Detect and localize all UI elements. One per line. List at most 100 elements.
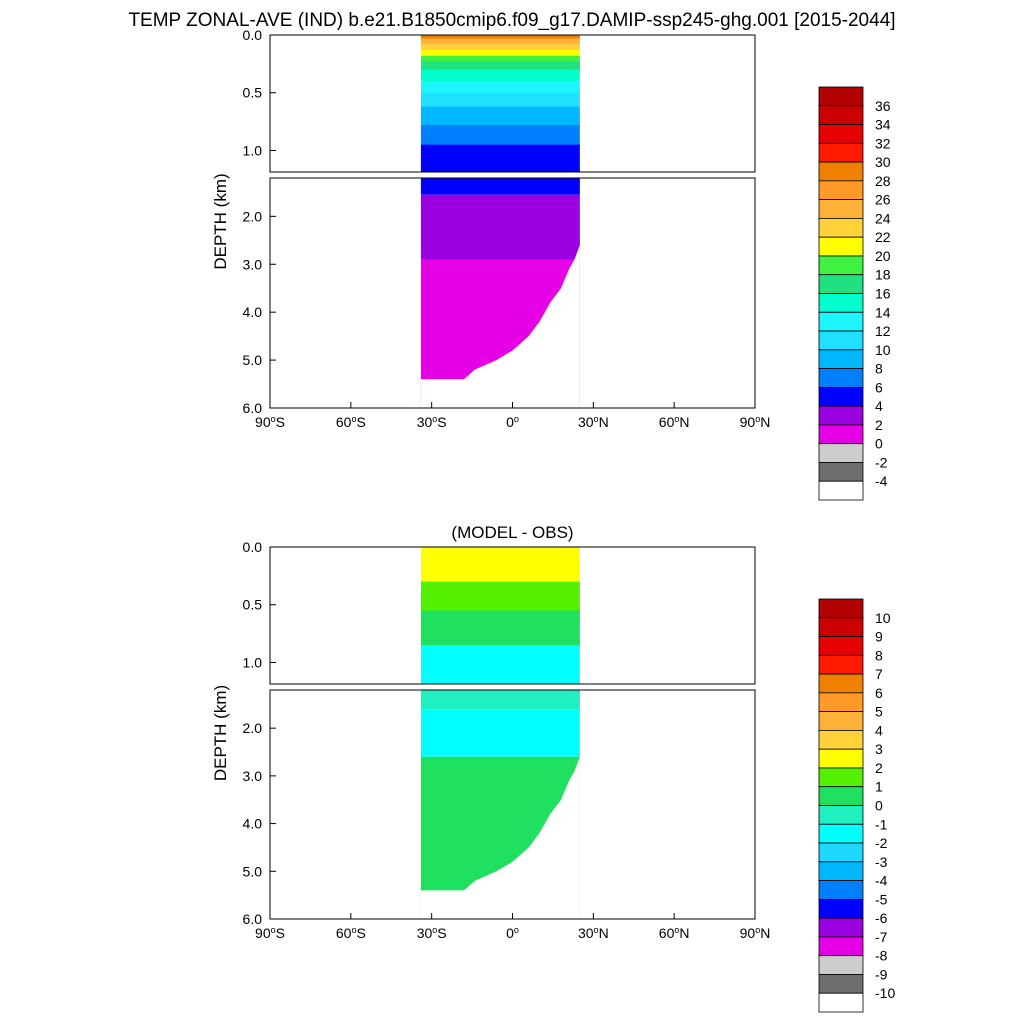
y-tick-label: 3.0 [243, 768, 263, 784]
field-band [420, 547, 580, 583]
colorbar-label: 4 [875, 722, 883, 738]
x-tick-label: 60oN [659, 414, 690, 430]
field-band [420, 69, 580, 82]
y-tick-label: 5.0 [243, 352, 263, 368]
x-tick-label: 30oS [417, 925, 447, 941]
field-band [420, 92, 580, 108]
upper-frame [269, 34, 756, 173]
y-tick-label: 0.5 [243, 85, 263, 101]
colorbar-swatch [818, 598, 864, 619]
colorbar-label: 20 [875, 248, 891, 264]
colorbar-swatch [818, 730, 864, 750]
colorbar-label: -4 [875, 873, 888, 889]
colorbar-swatch [818, 274, 864, 294]
field-band [420, 35, 580, 39]
colorbar-label: -1 [875, 816, 888, 832]
colorbar-swatch [818, 692, 864, 713]
colorbar-label: 2 [875, 760, 883, 776]
colorbar-swatch [818, 124, 864, 144]
colorbar-label: 8 [875, 647, 883, 663]
colorbar-swatch [818, 617, 864, 637]
colorbar-label: -9 [875, 966, 888, 982]
colorbar-label: 3 [875, 741, 883, 757]
colorbar-label: 16 [875, 286, 891, 302]
colorbar-label: 8 [875, 361, 883, 377]
colorbar-swatch [818, 293, 864, 313]
colorbar-swatch [818, 142, 864, 163]
colorbar-swatch [818, 462, 864, 482]
colorbar-label: 4 [875, 398, 883, 414]
colorbar-swatch [818, 480, 864, 501]
colorbar-label: 24 [875, 210, 891, 226]
colorbar-swatch [818, 386, 864, 407]
x-tick-label: 90oS [255, 414, 285, 430]
colorbar-swatch [818, 443, 864, 463]
colorbar-label: 26 [875, 192, 891, 208]
colorbar-swatch [818, 898, 864, 919]
colorbar-label: 0 [875, 436, 883, 452]
y-tick-label: 3.0 [243, 256, 263, 272]
colorbar-label: 7 [875, 666, 883, 682]
y-tick-label: 2.0 [243, 208, 263, 224]
x-tick-label: 0o [506, 414, 519, 430]
field-band [420, 194, 580, 260]
colorbar-label: 18 [875, 267, 891, 283]
colorbar-swatch [818, 711, 864, 731]
field-band [420, 144, 580, 172]
field-band [420, 690, 580, 710]
colorbar-swatch [818, 105, 864, 125]
upper-field [420, 35, 580, 172]
y-tick-label: 2.0 [243, 720, 263, 736]
colorbar-label: 14 [875, 304, 891, 320]
field-band [420, 581, 580, 611]
y-tick-label: 0.0 [243, 539, 263, 555]
colorbar-swatch [818, 748, 864, 769]
colorbar-swatch [818, 311, 864, 332]
colorbar-swatch [818, 805, 864, 825]
colorbar-swatch [818, 161, 864, 182]
colorbar-swatch [818, 330, 864, 351]
colorbar-label: 32 [875, 135, 891, 151]
colorbar-swatch [818, 861, 864, 881]
colorbar-label: -5 [875, 891, 888, 907]
colorbar-label: 6 [875, 685, 883, 701]
y-tick-label: 1.0 [243, 654, 263, 670]
colorbar-swatch [818, 786, 864, 806]
colorbar-swatch [818, 823, 864, 844]
y-tick-label: 1.0 [243, 142, 263, 158]
upper-frame [269, 546, 756, 685]
colorbar-swatch [818, 992, 864, 1013]
colorbar-swatch [818, 880, 864, 900]
y-axis-label: DEPTH (km) [211, 685, 230, 781]
x-tick-label: 30oN [578, 414, 609, 430]
colorbar-swatch [818, 368, 864, 388]
field-band [420, 44, 580, 51]
y-tick-label: 6.0 [243, 911, 263, 927]
field-band [420, 125, 580, 146]
colorbar-label: -6 [875, 910, 888, 926]
figure-title: TEMP ZONAL-AVE (IND) b.e21.B1850cmip6.f0… [128, 10, 895, 31]
y-tick-label: 5.0 [243, 863, 263, 879]
colorbar-swatch [818, 955, 864, 975]
colorbar-swatch [818, 936, 864, 957]
field-band [420, 106, 580, 126]
x-tick-label: 60oS [336, 925, 366, 941]
field-band [420, 709, 580, 757]
field-band [420, 610, 580, 646]
x-tick-label: 90oN [740, 925, 771, 941]
colorbar-label: 12 [875, 323, 891, 339]
colorbar-swatch [818, 424, 864, 445]
colorbar-swatch [818, 180, 864, 201]
colorbar-label: -8 [875, 948, 888, 964]
colorbar-label: 22 [875, 229, 891, 245]
x-tick-label: 30oS [417, 414, 447, 430]
field-band [420, 55, 580, 63]
colorbar-swatch [818, 673, 864, 694]
colorbar-label: -2 [875, 835, 888, 851]
colorbar-label: 5 [875, 704, 883, 720]
colorbar-label: -3 [875, 854, 888, 870]
x-tick-label: 60oN [659, 925, 690, 941]
